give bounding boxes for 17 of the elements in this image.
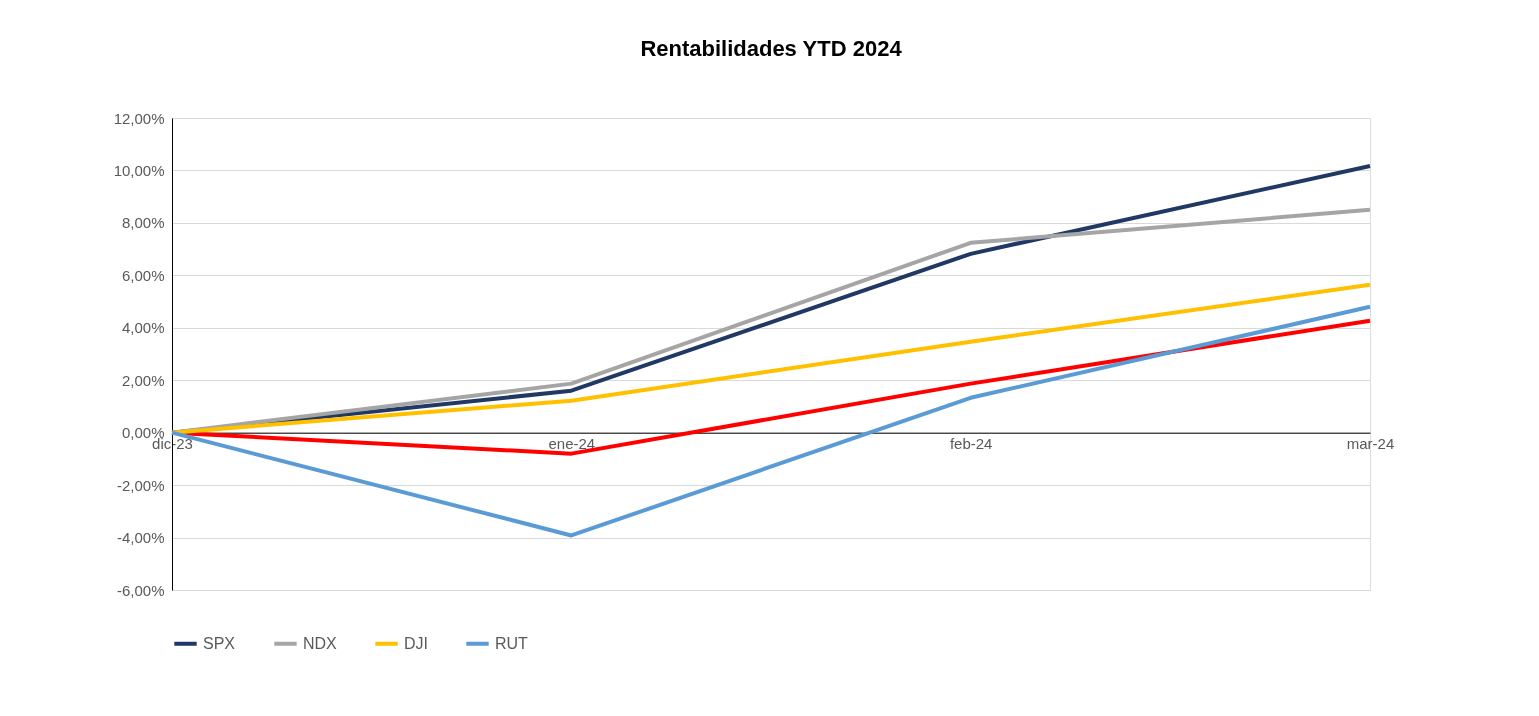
y-tick-label: 8,00% bbox=[121, 214, 165, 232]
x-tick-label: feb-24 bbox=[949, 435, 993, 453]
x-tick-label: ene-24 bbox=[548, 435, 596, 453]
legend-label: SPX bbox=[203, 634, 236, 652]
x-tick-label: mar-24 bbox=[1346, 435, 1395, 453]
y-tick-label: -6,00% bbox=[116, 581, 165, 599]
y-tick-label: -4,00% bbox=[116, 529, 165, 547]
chart-title: Rentabilidades YTD 2024 bbox=[640, 36, 903, 61]
y-tick-label: -2,00% bbox=[116, 476, 165, 494]
legend-label: NDX bbox=[303, 634, 338, 652]
y-tick-label: 6,00% bbox=[121, 266, 165, 284]
y-tick-label: 2,00% bbox=[121, 371, 165, 389]
y-tick-label: 4,00% bbox=[121, 319, 165, 337]
y-tick-label: 12,00% bbox=[113, 109, 165, 127]
y-tick-label: 10,00% bbox=[113, 161, 165, 179]
legend-label: RUT bbox=[495, 634, 529, 652]
legend-label: DJI bbox=[404, 634, 428, 652]
